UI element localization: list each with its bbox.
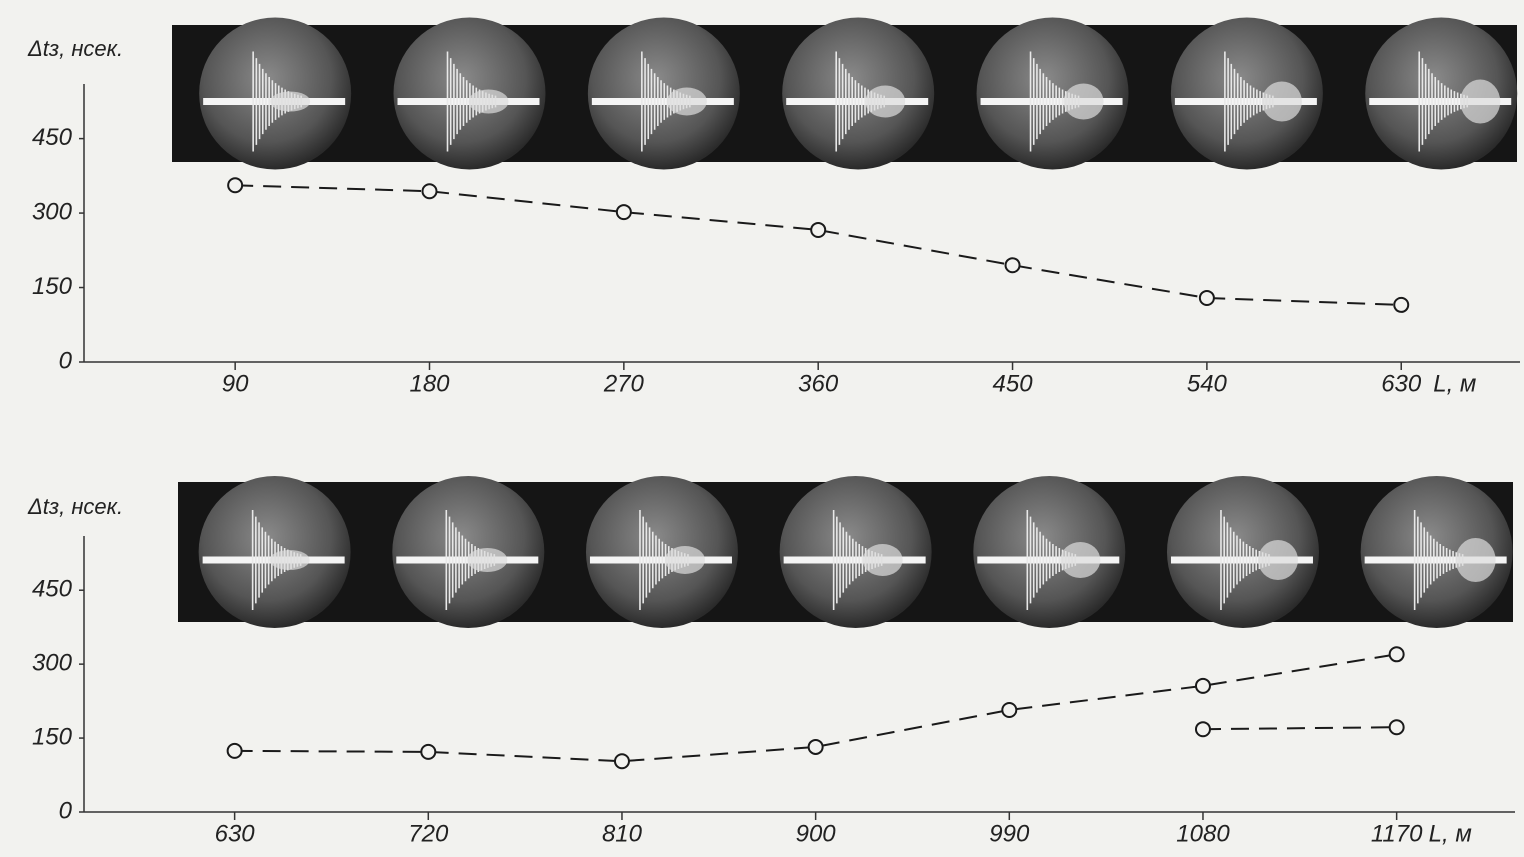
chart-panel: Δtз, нсек. 0 150 300 450 90 180 270 360 450 540 630… xyxy=(27,17,1520,397)
x-tick-label: 630 xyxy=(1381,370,1422,397)
data-point xyxy=(1194,721,1211,738)
y-tick-label: 150 xyxy=(32,273,73,300)
y-tick-label: 300 xyxy=(32,198,73,225)
y-axis-label: Δtз, нсек. xyxy=(27,494,123,519)
scope-echo xyxy=(664,546,705,574)
scope-echo xyxy=(1455,538,1496,582)
scope-echo xyxy=(1460,79,1501,124)
x-tick-label: 360 xyxy=(798,370,839,397)
data-point xyxy=(227,177,244,194)
data-point xyxy=(420,743,437,760)
y-tick-label: 450 xyxy=(32,576,73,603)
x-tick-label: 270 xyxy=(603,370,645,397)
data-point xyxy=(1388,719,1405,736)
x-tick-label: 630 xyxy=(215,820,256,847)
x-tick-label: 1080 xyxy=(1176,820,1230,847)
y-tick-label: 450 xyxy=(32,124,73,151)
data-point xyxy=(1004,257,1021,274)
scope-echo xyxy=(468,89,509,114)
scope-echo xyxy=(1060,542,1101,578)
data-point xyxy=(1388,646,1405,663)
x-tick-label: 180 xyxy=(409,370,450,397)
scope-echo xyxy=(1063,83,1104,120)
data-point xyxy=(810,221,827,238)
scope-echo xyxy=(865,85,906,118)
x-tick-label: 1170 xyxy=(1371,820,1423,847)
data-point xyxy=(421,183,438,200)
x-tick-label: 900 xyxy=(796,820,837,847)
scope-echo xyxy=(1257,540,1298,580)
scope-echo xyxy=(467,548,508,572)
x-tick-label: 720 xyxy=(408,820,449,847)
data-point xyxy=(807,738,824,755)
scope-echo xyxy=(862,544,903,576)
scope-echo xyxy=(1261,81,1302,122)
data-point xyxy=(613,753,630,770)
data-point xyxy=(615,204,632,221)
data-point xyxy=(1393,296,1410,313)
scope-echo xyxy=(270,91,311,112)
x-tick-label: 540 xyxy=(1187,370,1228,397)
data-line xyxy=(1202,726,1397,731)
y-axis-label: Δtз, нсек. xyxy=(27,36,123,61)
x-axis-label: L, м xyxy=(1433,370,1476,397)
y-tick-label: 150 xyxy=(32,723,73,750)
y-tick-label: 0 xyxy=(59,347,73,374)
data-point xyxy=(1198,289,1215,306)
x-tick-label: 990 xyxy=(989,820,1030,847)
data-point xyxy=(226,742,243,759)
data-point xyxy=(1001,701,1018,718)
data-point xyxy=(1194,677,1211,694)
scope-echo xyxy=(269,550,310,570)
oscillogram-strip xyxy=(172,17,1518,170)
oscillogram-strip xyxy=(178,476,1513,628)
y-tick-label: 300 xyxy=(32,649,73,676)
y-tick-label: 0 xyxy=(59,797,73,824)
x-tick-label: 810 xyxy=(602,820,643,847)
x-tick-label: 90 xyxy=(222,370,249,397)
chart-panel: Δtз, нсек. 0 150 300 450 630 720 810 900 990 1080 1… xyxy=(27,476,1515,847)
scope-echo xyxy=(666,87,707,116)
x-tick-label: 450 xyxy=(993,370,1034,397)
x-axis-label: L, м xyxy=(1429,820,1472,847)
